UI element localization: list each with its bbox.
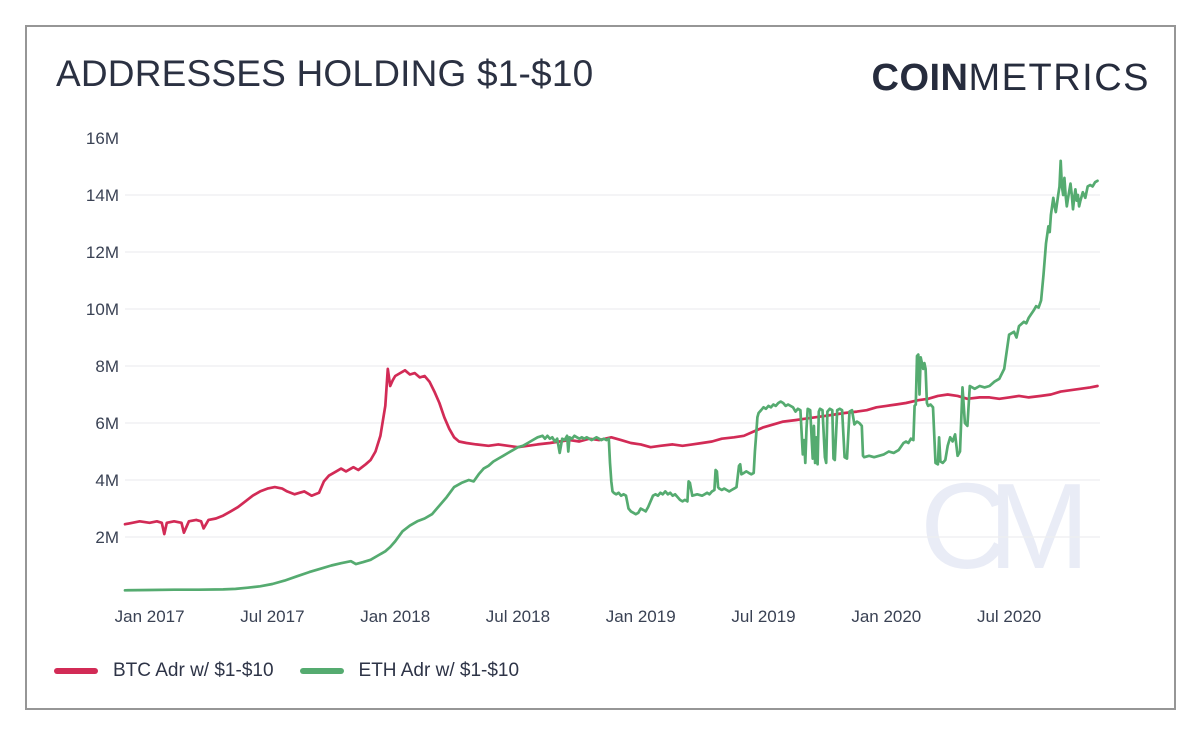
x-tick-label: Jul 2018 [486, 607, 550, 626]
line-chart: 2M 4M 6M 8M 10M 12M 14M 16M Jan 2017 Jul 2017 Jan … [86, 129, 1100, 626]
y-tick-label: 14M [86, 186, 119, 205]
btc-line-swatch [54, 668, 98, 674]
eth-line [123, 159, 1099, 592]
coinmetrics-logo: COINMETRICS [872, 57, 1151, 100]
x-tick-label: Jan 2019 [606, 607, 676, 626]
logo-text-metrics: METRICS [968, 57, 1150, 99]
x-tick-label: Jul 2019 [731, 607, 795, 626]
logo-text-coin: COIN [871, 57, 969, 99]
y-tick-label: 6M [95, 414, 119, 433]
y-tick-label: 12M [86, 243, 119, 262]
y-tick-label: 4M [95, 471, 119, 490]
legend-label-eth: ETH Adr w/ $1-$10 [358, 660, 520, 681]
y-tick-label: 10M [86, 300, 119, 319]
y-tick-label: 16M [86, 129, 119, 148]
y-tick-label: 8M [95, 357, 119, 376]
x-tick-label: Jul 2020 [977, 607, 1041, 626]
eth-line-swatch [299, 668, 344, 674]
legend-item-btc[interactable]: BTC Adr w/ $1-$10 [54, 660, 274, 682]
page-title: ADDRESSES HOLDING $1-$10 [56, 53, 594, 94]
chart-card: ADDRESSES HOLDING $1-$10 COINMETRICS CM … [25, 25, 1176, 710]
x-tick-label: Jan 2020 [851, 607, 921, 626]
chart-legend: BTC Adr w/ $1-$10 ETH Adr w/ $1-$10 [54, 660, 519, 682]
y-tick-label: 2M [95, 528, 119, 547]
x-tick-label: Jan 2018 [360, 607, 430, 626]
cm-watermark: CM [920, 458, 1090, 594]
btc-line [123, 367, 1099, 536]
x-tick-label: Jul 2017 [240, 607, 304, 626]
legend-label-btc: BTC Adr w/ $1-$10 [113, 660, 274, 681]
x-tick-label: Jan 2017 [115, 607, 185, 626]
legend-item-eth[interactable]: ETH Adr w/ $1-$10 [299, 660, 520, 682]
